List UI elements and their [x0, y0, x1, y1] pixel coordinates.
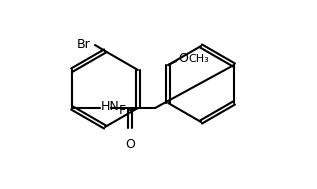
Text: O: O: [178, 53, 188, 66]
Text: O: O: [125, 138, 135, 151]
Text: Br: Br: [77, 39, 91, 51]
Text: F: F: [119, 104, 126, 116]
Text: CH₃: CH₃: [188, 54, 209, 64]
Text: HN: HN: [101, 101, 120, 114]
